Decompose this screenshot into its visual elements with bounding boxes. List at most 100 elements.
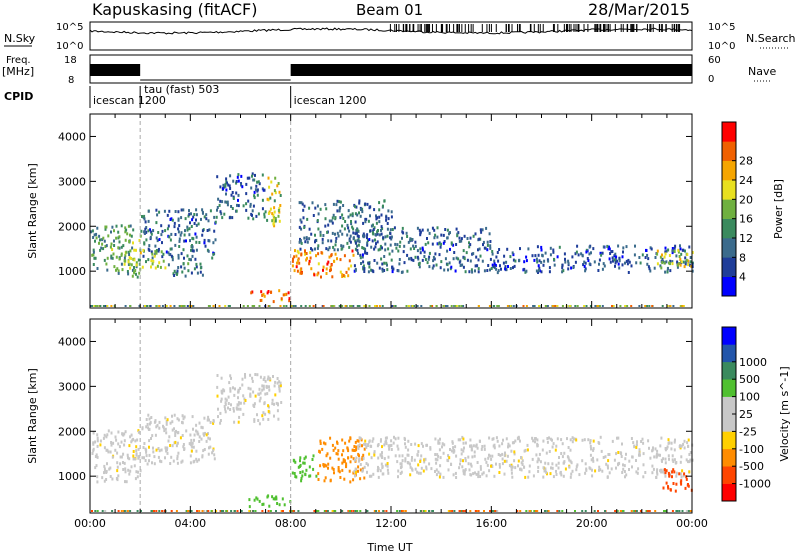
range-cell: [272, 375, 274, 378]
range-cell: [331, 275, 334, 279]
range-cell: [381, 455, 384, 459]
range-cell: [123, 510, 126, 512]
range-cell: [124, 480, 126, 484]
range-cell: [207, 415, 210, 419]
range-cell: [551, 466, 554, 470]
range-cell: [469, 259, 472, 263]
range-cell: [497, 305, 500, 307]
range-cell: [332, 468, 335, 471]
range-cell: [166, 213, 169, 217]
range-cell: [344, 305, 347, 307]
range-cell: [304, 252, 306, 256]
range-cell: [366, 236, 368, 240]
range-cell: [342, 217, 345, 220]
range-cell: [687, 259, 690, 263]
range-cell: [346, 233, 349, 237]
range-cell: [628, 459, 631, 463]
range-cell: [244, 375, 247, 379]
range-cell: [684, 486, 687, 490]
range-cell: [196, 510, 199, 512]
range-cell: [355, 231, 358, 235]
range-cell: [352, 231, 355, 235]
range-cell: [154, 419, 157, 423]
range-cell: [591, 474, 594, 478]
range-cell: [276, 502, 279, 505]
range-cell: [308, 305, 311, 307]
range-cell: [140, 510, 142, 512]
range-cell: [105, 471, 108, 474]
range-cell: [125, 250, 128, 254]
range-cell: [177, 418, 180, 422]
range-cell: [123, 439, 126, 443]
range-cell: [187, 214, 190, 218]
range-cell: [678, 472, 681, 476]
colorbar-swatch: [722, 361, 736, 380]
range-cell: [176, 461, 179, 465]
range-cell: [269, 510, 272, 512]
range-cell: [345, 464, 348, 468]
range-cell: [104, 225, 107, 229]
range-cell: [185, 429, 188, 433]
range-cell: [376, 230, 379, 234]
range-cell: [145, 454, 148, 458]
range-cell: [474, 232, 477, 236]
range-cell: [310, 232, 313, 236]
range-cell: [438, 253, 441, 257]
range-cell: [341, 461, 344, 465]
range-cell: [681, 305, 684, 307]
range-cell: [213, 215, 216, 219]
range-cell: [380, 438, 382, 442]
range-cell: [123, 461, 126, 465]
range-cell: [334, 232, 336, 236]
range-cell: [381, 246, 383, 250]
nave-tick-lo: 0: [708, 74, 714, 85]
range-cell: [201, 233, 204, 237]
range-cell: [323, 510, 326, 512]
range-cell: [639, 510, 642, 512]
range-cell: [101, 510, 104, 512]
range-cell: [195, 265, 198, 269]
range-cell: [557, 466, 560, 470]
colorbar-swatch: [722, 414, 736, 432]
range-cell: [256, 373, 259, 377]
range-cell: [384, 463, 387, 467]
range-cell: [136, 510, 139, 512]
range-cell: [496, 271, 499, 275]
range-cell: [374, 245, 377, 249]
range-cell: [546, 437, 549, 440]
range-cell: [607, 459, 610, 463]
range-cell: [176, 269, 179, 273]
range-cell: [502, 261, 505, 265]
range-cell: [553, 257, 555, 261]
range-cell: [236, 175, 239, 179]
range-cell: [685, 477, 688, 481]
range-cell: [281, 497, 284, 501]
range-cell: [411, 468, 414, 472]
range-cell: [103, 464, 106, 468]
range-cell: [653, 266, 656, 270]
range-cell: [661, 305, 664, 307]
range-cell: [348, 259, 351, 263]
range-cell: [102, 236, 105, 240]
range-cell: [355, 448, 358, 452]
range-cell: [119, 455, 122, 459]
range-cell: [353, 469, 356, 473]
range-cell: [680, 260, 683, 264]
range-cell: [664, 252, 667, 256]
range-cell: [182, 445, 185, 449]
range-cell: [635, 459, 637, 462]
range-cell: [93, 256, 96, 260]
range-cell: [203, 238, 206, 242]
freq-tick-hi: 18: [64, 55, 77, 66]
range-cell: [536, 245, 539, 249]
range-cell: [382, 236, 385, 240]
range-cell: [99, 443, 102, 447]
range-cell: [315, 510, 318, 512]
range-cell: [302, 208, 305, 212]
range-cell: [188, 209, 190, 213]
range-cell: [480, 447, 483, 451]
y-axis-label: Slant Range [km]: [26, 368, 39, 464]
range-cell: [223, 405, 226, 408]
range-cell: [258, 399, 261, 403]
range-cell: [505, 437, 508, 441]
